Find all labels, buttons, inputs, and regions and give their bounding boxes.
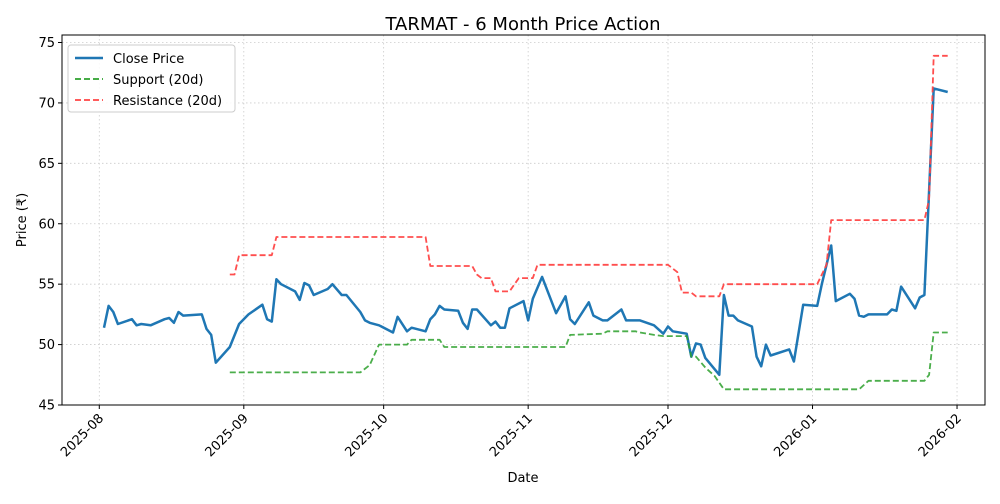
x-tick-label: 2025-12 — [627, 411, 676, 460]
y-tick-label: 50 — [38, 338, 55, 353]
y-tick-label: 75 — [38, 36, 55, 51]
chart-title: TARMAT - 6 Month Price Action — [384, 14, 660, 35]
series-lines — [102, 54, 949, 391]
x-tick-label: 2026-01 — [771, 411, 820, 460]
legend-label: Resistance (20d) — [113, 94, 222, 109]
y-tick-label: 55 — [38, 278, 55, 293]
x-axis-ticks: 2025-08 2025-09 2025-10 2025-11 2025-12 2026-… — [58, 405, 965, 460]
x-tick-label: 2025-09 — [203, 411, 252, 460]
legend-label: Support (20d) — [113, 73, 203, 88]
grid — [62, 35, 985, 406]
y-axis-ticks: 45 50 55 60 65 70 75 — [38, 36, 62, 414]
y-tick-label: 45 — [38, 399, 55, 414]
x-tick-label: 2025-08 — [58, 411, 107, 460]
y-tick-label: 65 — [38, 157, 55, 172]
legend: Close Price Support (20d) Resistance (20d) — [67, 44, 236, 113]
y-axis-label: Price (₹) — [15, 193, 30, 247]
y-tick-label: 70 — [38, 96, 55, 111]
x-tick-label: 2025-11 — [487, 411, 536, 460]
legend-label: Close Price — [113, 52, 184, 67]
series-line-0 — [102, 87, 949, 377]
x-axis-label: Date — [507, 471, 538, 486]
x-tick-label: 2026-02 — [916, 411, 965, 460]
x-tick-label: 2025-10 — [342, 411, 391, 460]
y-tick-label: 60 — [38, 217, 55, 232]
series-line-1 — [229, 330, 948, 391]
series-line-2 — [229, 54, 948, 298]
plot-frame — [61, 34, 986, 406]
